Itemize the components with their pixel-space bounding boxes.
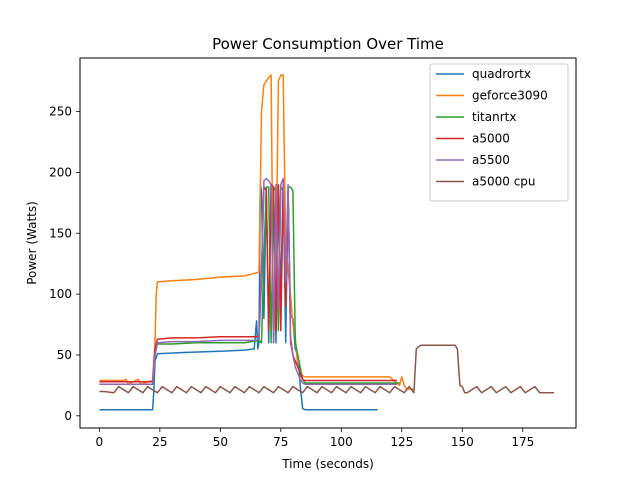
legend-label: a5500 bbox=[472, 153, 510, 167]
y-tick-label: 0 bbox=[64, 409, 72, 423]
x-tick-label: 0 bbox=[96, 435, 104, 449]
legend-box bbox=[429, 63, 569, 202]
y-tick-label: 250 bbox=[49, 105, 72, 119]
legend-label: geforce3090 bbox=[472, 89, 548, 103]
legend: quadrortx geforce3090 titanrtx a5000 a5500 a5… bbox=[429, 63, 569, 202]
y-tick-label: 100 bbox=[49, 287, 72, 301]
x-tick-label: 100 bbox=[330, 435, 353, 449]
legend-label: a5000 bbox=[472, 132, 510, 146]
y-tick-label: 150 bbox=[49, 226, 72, 240]
y-tick-label: 50 bbox=[57, 348, 72, 362]
plot-frame bbox=[79, 57, 577, 429]
legend-label: a5000 cpu bbox=[472, 175, 536, 189]
series-line-a5500 bbox=[99, 177, 397, 385]
legend-label: titanrtx bbox=[472, 110, 516, 124]
series-layer bbox=[99, 74, 555, 411]
chart-title: Power Consumption Over Time bbox=[212, 35, 444, 53]
y-axis: 0 50 100 150 200 250 bbox=[49, 105, 80, 423]
x-axis: 0 25 50 75 100 125 150 175 bbox=[96, 428, 534, 449]
x-axis-title: Time (seconds) bbox=[281, 457, 374, 471]
x-tick-label: 50 bbox=[213, 435, 228, 449]
x-tick-label: 125 bbox=[390, 435, 413, 449]
plot-area bbox=[99, 74, 555, 411]
legend-label: quadrortx bbox=[472, 67, 531, 81]
y-axis-title: Power (Watts) bbox=[25, 201, 39, 285]
x-tick-label: 25 bbox=[152, 435, 167, 449]
series-line-a5000-cpu bbox=[99, 344, 555, 394]
y-tick-label: 200 bbox=[49, 165, 72, 179]
x-tick-label: 175 bbox=[511, 435, 534, 449]
series-line-titanrtx bbox=[99, 186, 400, 385]
x-tick-label: 75 bbox=[273, 435, 288, 449]
x-tick-label: 150 bbox=[451, 435, 474, 449]
